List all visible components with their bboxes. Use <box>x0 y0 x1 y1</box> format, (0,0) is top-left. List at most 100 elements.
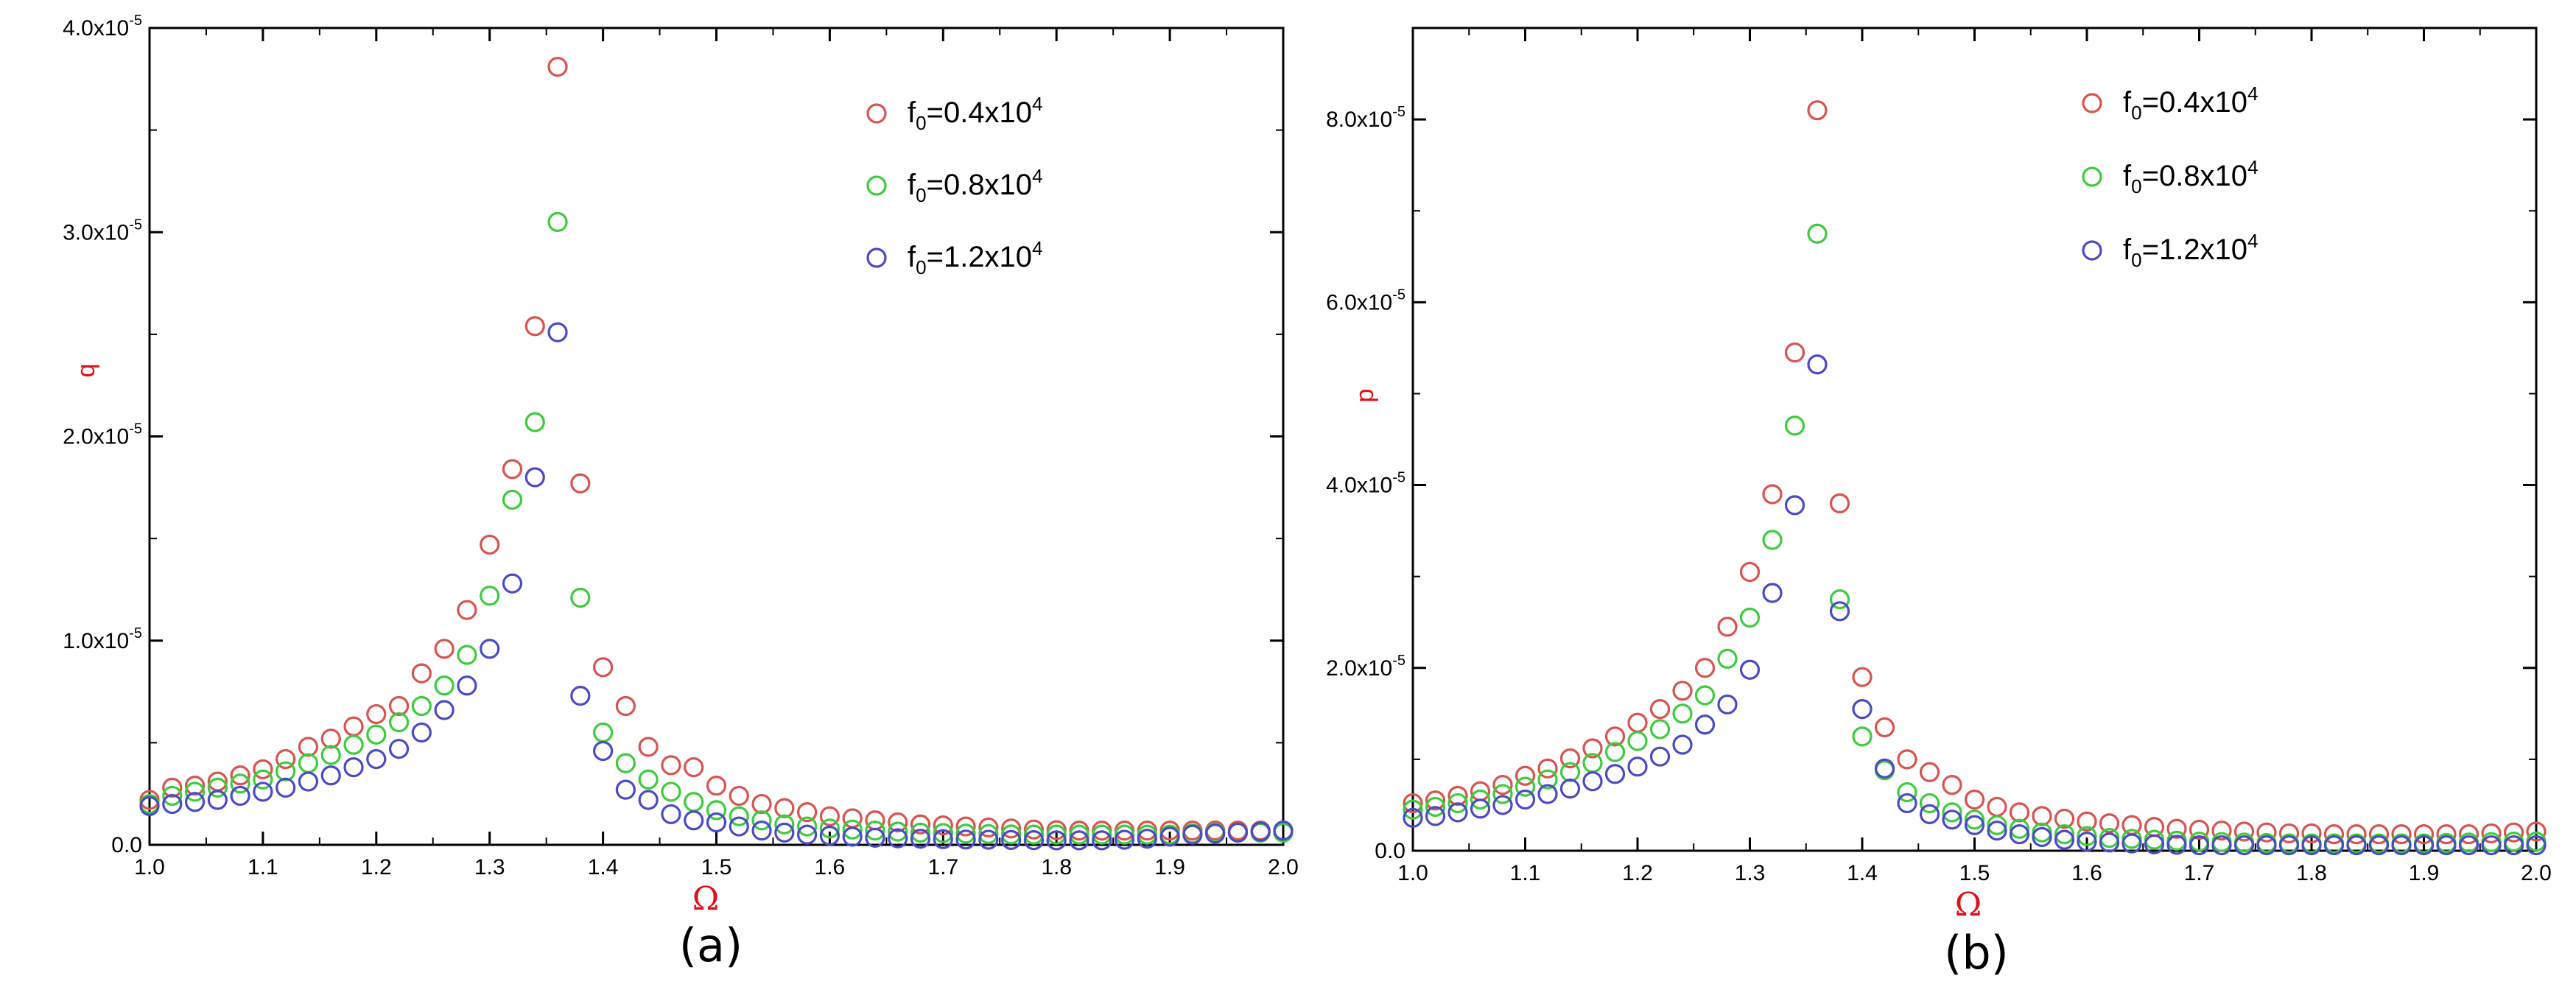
data-point <box>1694 658 1716 678</box>
series-3 <box>139 322 1294 851</box>
data-point <box>1649 746 1671 767</box>
data-point <box>865 820 885 841</box>
data-point <box>978 817 999 838</box>
data-point <box>2481 823 2502 844</box>
y-tick-label: 0.0 <box>111 833 142 857</box>
data-point <box>842 826 863 847</box>
legend-marker <box>2082 240 2102 261</box>
data-point <box>2436 824 2457 845</box>
data-point <box>457 675 477 696</box>
data-point <box>502 489 523 510</box>
x-axis-label: Ω <box>692 880 719 918</box>
data-point <box>1069 830 1089 851</box>
data-point <box>434 700 455 720</box>
data-point <box>2233 835 2255 856</box>
data-point <box>933 829 953 849</box>
data-point <box>230 773 250 794</box>
data-point <box>684 810 704 831</box>
legend-marker <box>866 175 887 196</box>
data-point <box>1470 789 1491 810</box>
data-point <box>1537 758 1558 779</box>
data-point <box>1492 784 1513 804</box>
data-point <box>1784 495 1805 516</box>
data-point <box>910 829 931 849</box>
data-point <box>933 823 953 843</box>
data-point <box>751 810 772 831</box>
data-point <box>1403 799 1423 820</box>
data-point <box>1470 798 1491 819</box>
data-point <box>1023 830 1045 851</box>
data-point <box>910 822 931 843</box>
data-point <box>1942 802 1962 823</box>
data-point <box>1023 819 1045 840</box>
data-point <box>1874 758 1895 779</box>
data-point <box>457 644 477 665</box>
data-point <box>2077 831 2097 852</box>
data-point <box>592 740 614 762</box>
legend: f0=0.4x104 f0=0.8x104 f0=1.2x104 <box>2082 82 2259 271</box>
data-point <box>2077 811 2097 832</box>
data-point <box>1762 484 1783 505</box>
y-tick-label: 3.0x10-5 <box>63 217 142 245</box>
x-tick-label: 1.2 <box>1622 861 1653 885</box>
legend-entry-label: f0=0.8x104 <box>2123 156 2259 197</box>
series-3 <box>1403 354 2547 856</box>
data-point <box>2368 824 2390 845</box>
data-point <box>2032 826 2052 847</box>
data-point <box>1046 824 1067 845</box>
data-point <box>343 716 364 737</box>
data-point <box>2526 835 2547 856</box>
data-point <box>2166 835 2187 855</box>
data-point <box>343 757 364 778</box>
data-point <box>1227 822 1249 843</box>
data-point <box>1897 781 1917 803</box>
data-point <box>1852 667 1873 687</box>
data-point <box>1627 712 1648 733</box>
legend-marker <box>2082 93 2102 113</box>
data-point <box>615 779 636 800</box>
data-point <box>184 775 206 796</box>
data-point <box>1425 796 1446 818</box>
chart-panel-a: 1.0 1.1 1.2 1.3 1.4 1.5 1.6 1.7 1.8 1.9 2.0 0.0 1.0x… <box>63 13 1299 972</box>
data-point <box>388 739 410 759</box>
x-tick-label: 2.0 <box>2521 861 2552 885</box>
data-point <box>1829 493 1850 513</box>
data-point <box>2233 821 2255 842</box>
data-point <box>547 57 568 77</box>
data-point <box>1649 699 1671 720</box>
data-point <box>1919 793 1940 814</box>
data-point <box>570 686 591 706</box>
legend: f0=0.4x104 f0=0.8x104 f0=1.2x104 <box>866 93 1043 278</box>
data-point <box>1807 100 1828 121</box>
data-point <box>638 737 659 757</box>
data-point <box>524 467 545 488</box>
data-point <box>1046 830 1067 851</box>
data-point <box>2189 835 2210 856</box>
data-point <box>729 806 749 826</box>
data-point <box>2054 824 2075 845</box>
data-point <box>684 757 704 778</box>
data-point <box>706 775 727 796</box>
data-point <box>1649 719 1671 740</box>
data-point <box>1515 765 1536 786</box>
data-point <box>1672 681 1693 701</box>
data-point <box>2391 835 2412 856</box>
data-point <box>978 823 999 844</box>
x-tick-label: 1.6 <box>815 855 846 879</box>
panel-label: (a) <box>679 918 743 972</box>
data-point <box>2436 835 2457 856</box>
data-point <box>1092 830 1112 851</box>
data-point <box>1672 734 1693 755</box>
data-point <box>1182 824 1203 845</box>
data-point <box>2211 835 2232 856</box>
data-point <box>480 534 500 555</box>
x-tick-label: 1.7 <box>2184 861 2215 885</box>
data-point <box>955 816 976 837</box>
data-point <box>2458 824 2480 845</box>
x-tick-label: 1.7 <box>927 855 958 879</box>
legend-entry-label: f0=0.4x104 <box>908 93 1043 134</box>
data-point <box>1807 354 1828 375</box>
data-point <box>366 703 387 725</box>
y-tick-label: 4.0x10-5 <box>63 13 142 41</box>
data-point <box>955 829 976 850</box>
